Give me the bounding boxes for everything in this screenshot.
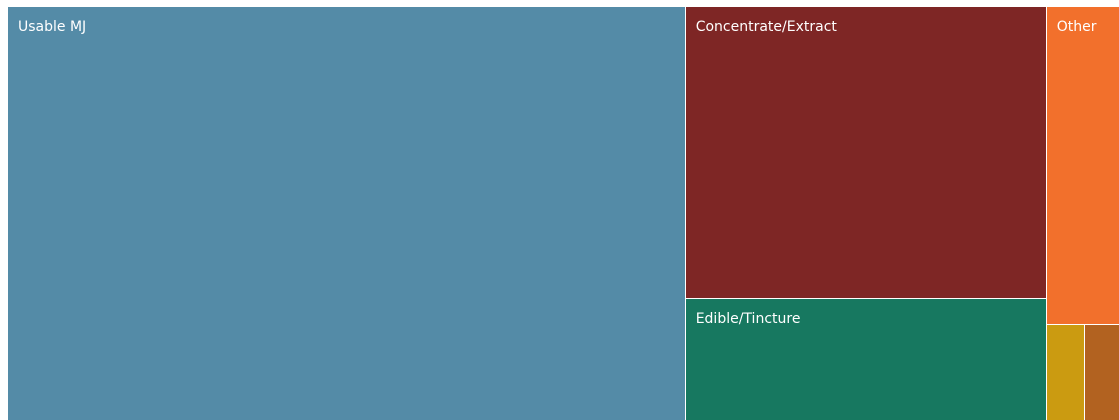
tile-label-concentrate-extract: Concentrate/Extract	[695, 19, 837, 35]
tile-label-other: Other	[1056, 19, 1097, 35]
tile-edible-tincture: Edible/Tincture	[685, 299, 1046, 420]
tile-small-gold	[1046, 324, 1085, 420]
tile-usable-mj: Usable MJ	[8, 7, 685, 420]
tile-other: Other	[1046, 7, 1119, 324]
tile-concentrate-extract: Concentrate/Extract	[685, 7, 1046, 299]
tile-small-brown	[1085, 324, 1119, 420]
tile-label-usable-mj: Usable MJ	[18, 19, 87, 35]
tile-label-edible-tincture: Edible/Tincture	[695, 311, 801, 328]
